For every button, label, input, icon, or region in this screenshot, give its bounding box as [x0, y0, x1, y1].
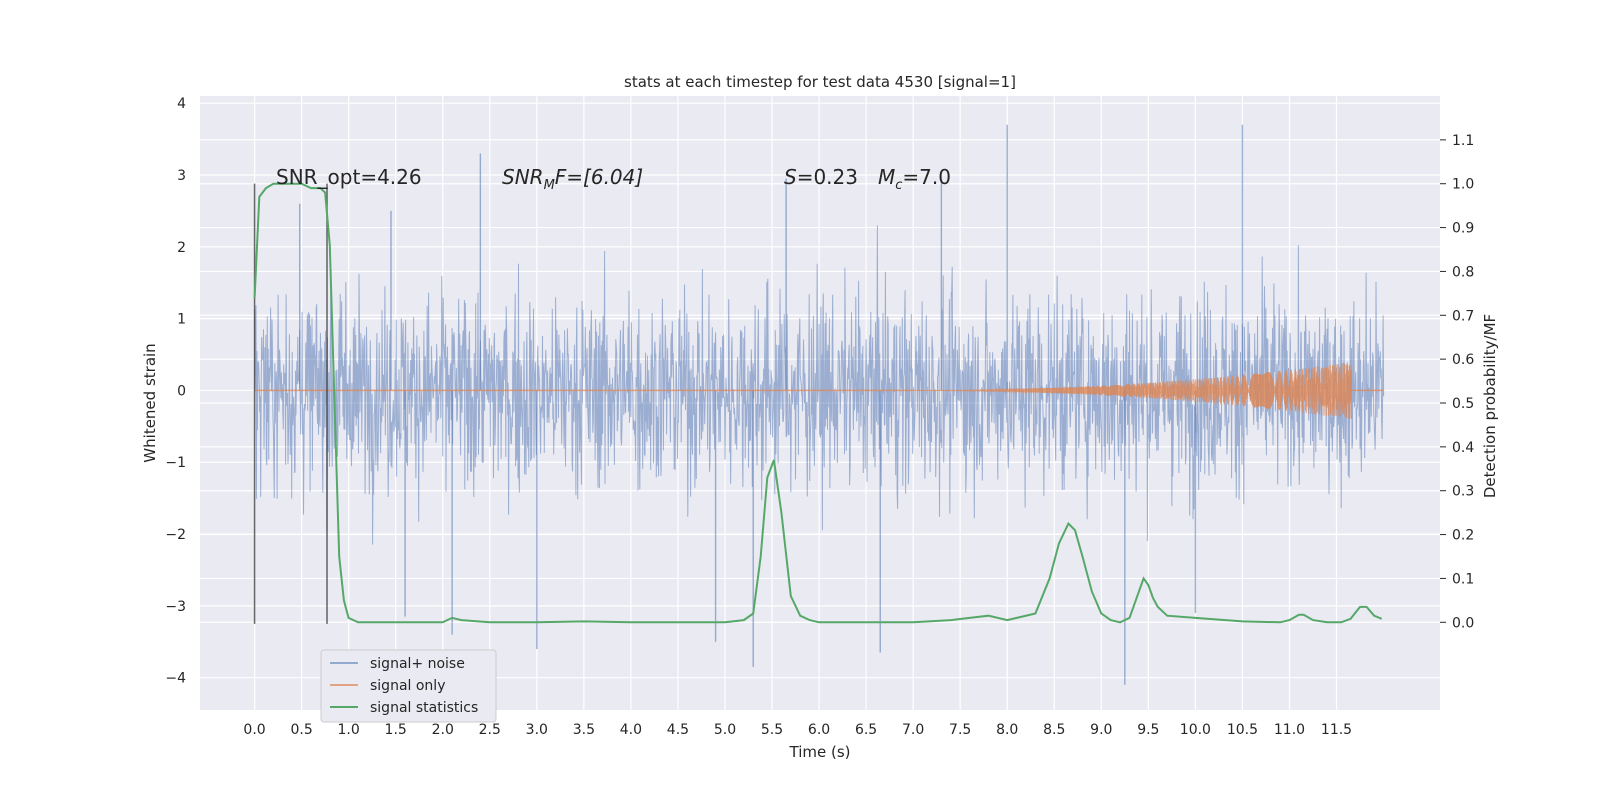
snr-mf-prefix: SNR	[502, 165, 544, 189]
y-tick-label: 1	[177, 312, 186, 328]
y-tick-label: −1	[165, 455, 186, 471]
x-tick-label: 6.0	[808, 722, 830, 738]
x-tick-label: 1.0	[338, 722, 360, 738]
y2-tick-label: 0.5	[1452, 396, 1474, 412]
x-tick-label: 3.0	[526, 722, 548, 738]
y-tick-label: −4	[165, 671, 186, 687]
y-tick-label: 2	[177, 240, 186, 256]
legend-box	[320, 649, 497, 723]
y2-tick-label: 0.1	[1452, 571, 1474, 587]
y2-tick-label: 0.6	[1452, 352, 1474, 368]
x-tick-label: 2.5	[479, 722, 501, 738]
y-axis-ticks: −4 −3 −2 −1 0 1 2 3 4	[165, 96, 186, 687]
mc-label: M	[878, 165, 895, 189]
y2-tick-label: 0.9	[1452, 221, 1474, 237]
y-tick-label: 0	[177, 383, 186, 399]
x-tick-label: 9.0	[1090, 722, 1112, 738]
annotation-s: S=0.23	[784, 165, 858, 189]
x-tick-label: 9.5	[1137, 722, 1159, 738]
x-tick-label: 4.5	[667, 722, 689, 738]
x-tick-label: 4.0	[620, 722, 642, 738]
x-tick-label: 7.5	[949, 722, 971, 738]
grid	[200, 96, 1440, 710]
x-tick-label: 2.0	[432, 722, 454, 738]
annotation-snr-opt: SNR_opt=4.26	[276, 165, 422, 189]
x-tick-label: 0.0	[243, 722, 265, 738]
annotation-snr-mf: SNRMF=[6.04]	[502, 165, 643, 193]
x-tick-label: 5.0	[714, 722, 736, 738]
legend-label-signal-only: signal only	[370, 678, 445, 694]
annotation-mc: Mc=7.0	[878, 165, 951, 193]
x-tick-label: 11.0	[1274, 722, 1305, 738]
series-signal-plus-noise	[254, 124, 1385, 685]
legend: signal+ noise signal only signal statist…	[320, 649, 497, 723]
snr-mf-sub: M	[544, 178, 555, 193]
x-axis-ticks: 0.0 0.5 1.0 1.5 2.0 2.5 3.0 3.5 4.0 4.5 5.0 5.5 6.0 6…	[243, 722, 1352, 738]
s-label: S	[784, 165, 797, 189]
y2-axis-ticks: 0.0 0.1 0.2 0.3 0.4 0.5 0.6 0.7 0.8 0.9 1.0 1.1	[1440, 133, 1474, 631]
chart-title: stats at each timestep for test data 453…	[624, 73, 1016, 91]
x-tick-label: 10.5	[1227, 722, 1258, 738]
markers	[253, 183, 328, 624]
y2-tick-label: 0.7	[1452, 308, 1474, 324]
x-tick-label: 5.5	[761, 722, 783, 738]
y-tick-label: 3	[177, 168, 186, 184]
x-tick-label: 8.0	[996, 722, 1018, 738]
y2-tick-label: 0.4	[1452, 440, 1474, 456]
y2-tick-label: 0.3	[1452, 484, 1474, 500]
y2-tick-label: 1.1	[1452, 133, 1474, 149]
x-tick-label: 6.5	[855, 722, 877, 738]
x-tick-label: 0.5	[290, 722, 312, 738]
x-tick-label: 10.0	[1180, 722, 1211, 738]
s-value: =0.23	[797, 165, 858, 189]
snr-mf-suffix: F=[6.04]	[555, 165, 643, 189]
y2-axis-label: Detection probability/MF	[1481, 314, 1499, 498]
series-signal-statistics	[253, 182, 1383, 624]
signal-chirp	[913, 362, 1353, 419]
legend-label-signal-statistics: signal statistics	[370, 700, 478, 716]
x-tick-label: 11.5	[1321, 722, 1352, 738]
mc-sub: c	[895, 178, 902, 193]
x-tick-label: 3.5	[573, 722, 595, 738]
y-tick-label: −3	[165, 599, 186, 615]
y2-tick-label: 0.2	[1452, 528, 1474, 544]
y-tick-label: −2	[165, 527, 186, 543]
y2-tick-label: 0.0	[1452, 615, 1474, 631]
y2-tick-label: 0.8	[1452, 264, 1474, 280]
x-axis-label: Time (s)	[789, 743, 851, 761]
x-tick-label: 7.0	[902, 722, 924, 738]
x-tick-label: 8.5	[1043, 722, 1065, 738]
mc-value: =7.0	[902, 165, 951, 189]
series-signal-only	[254, 362, 1384, 419]
legend-label-signal-plus-noise: signal+ noise	[370, 656, 465, 672]
stats-line	[253, 182, 1383, 624]
x-tick-label: 1.5	[385, 722, 407, 738]
y-axis-label: Whitened strain	[141, 343, 159, 462]
y2-tick-label: 1.0	[1452, 177, 1474, 193]
y-tick-label: 4	[177, 96, 186, 112]
